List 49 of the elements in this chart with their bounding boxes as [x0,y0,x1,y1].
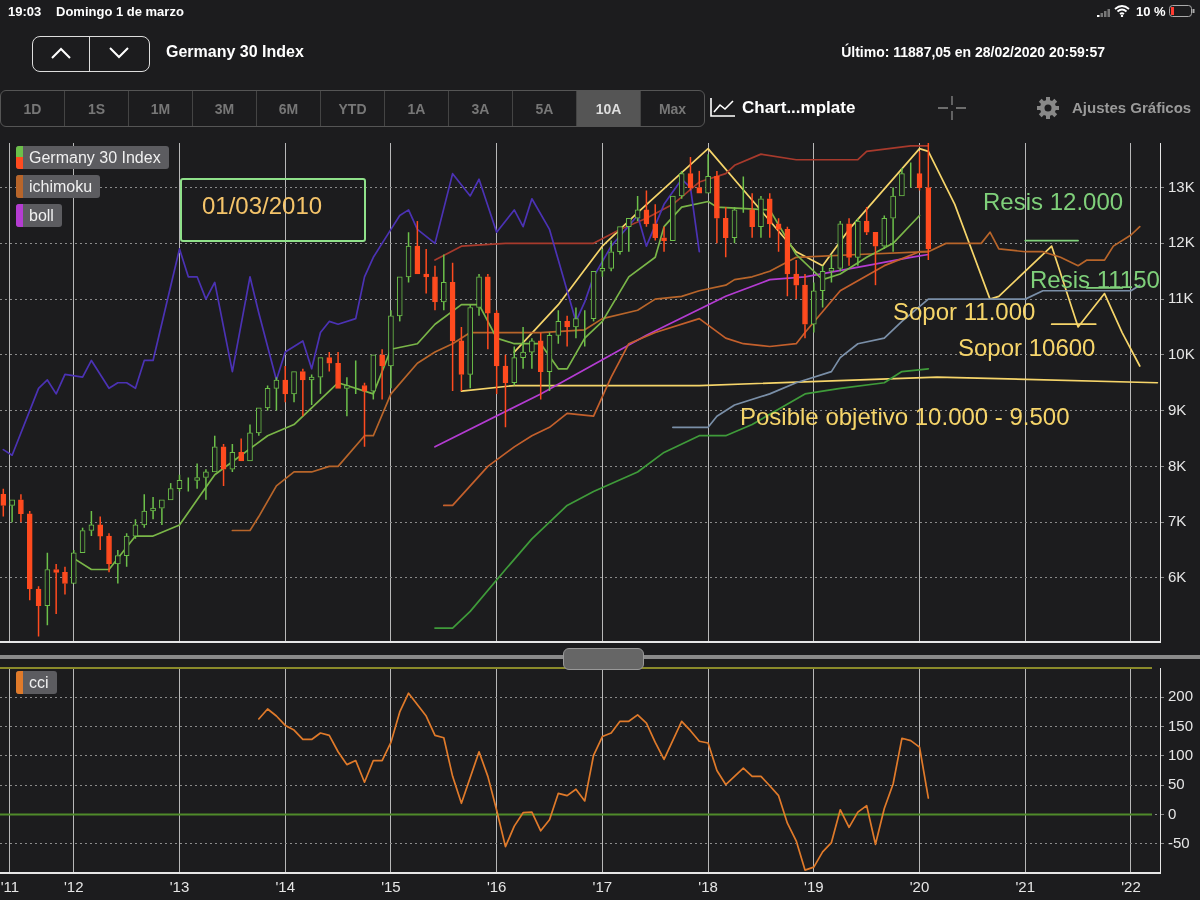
y-tick-label: 13K [1168,177,1195,195]
text: Domingo 1 de marzo [56,4,184,19]
x-tick-label: '19 [804,878,824,896]
y-tick-label: 9K [1168,400,1187,418]
text: 1M [129,91,193,126]
y-tick-label: 11K [1168,289,1194,307]
legend-label: cci [29,673,49,692]
y-tick-label: 0 [1168,804,1177,822]
x-tick-label: '11 [0,878,20,896]
text: 6M [257,91,321,126]
annotation: Sopor 10600 [958,334,1096,362]
text: YTD [321,91,385,126]
x-tick-label: '12 [64,878,84,896]
legend-label: Germany 30 Index [29,148,161,167]
legend-label: boll [29,206,54,225]
text: Germany 30 Index [166,43,304,61]
text: 19:03 [8,4,42,19]
x-tick-label: '17 [592,878,613,896]
y-tick-label: 50 [1168,775,1185,793]
x-tick-label: '13 [169,878,190,896]
text: Chart...mplate [742,98,856,118]
y-tick-label: 100 [1168,746,1194,763]
x-tick-label: '18 [698,878,718,896]
text: 1S [65,91,129,126]
x-tick-label: '21 [1015,878,1036,896]
text: Max [657,99,688,119]
x-tick-label: '20 [909,878,930,896]
x-tick-label: '22 [1121,878,1141,896]
y-tick-label: 6K [1168,568,1187,586]
text: Último: 11887,05 en 28/02/2020 20:59:57 [841,44,1105,60]
x-tick-label: '14 [275,878,295,896]
text: 10 % [1136,4,1166,19]
text: 5A [513,91,577,126]
text: 1D [1,91,65,126]
y-tick-label: 10K [1168,345,1195,363]
y-tick-label: 8K [1168,456,1187,474]
x-tick-label: '15 [381,878,401,896]
y-tick-label: 12K [1168,233,1195,251]
text: 3M [193,91,257,126]
x-tick-label: '16 [486,878,507,896]
text: 1A [385,91,449,126]
text: 10A [577,91,641,126]
y-tick-label: 150 [1168,716,1194,734]
text: Ajustes Gráficos [1072,99,1192,116]
y-tick-label: 7K [1168,512,1187,530]
y-tick-label: 200 [1168,687,1194,705]
y-tick-label: -50 [1168,833,1190,851]
legend-label: ichimoku [29,177,93,196]
text: 3A [449,91,513,126]
